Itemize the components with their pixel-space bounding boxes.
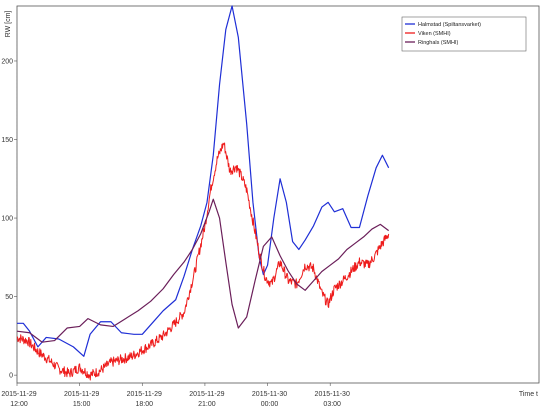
- x-tick-time: 21:00: [198, 401, 216, 408]
- y-tick-label: 0: [9, 373, 13, 380]
- legend-box: [401, 16, 527, 52]
- x-tick-date: 2015-11-29: [189, 391, 224, 398]
- x-axis-label: Time t: [519, 391, 538, 398]
- series-line: [16, 142, 390, 381]
- axes: 0 50 100 150 200 2015-11-29 12:00 2015-11-29 15:…: [1, 5, 540, 408]
- y-tick-label: 100: [1, 216, 13, 223]
- legend-label: Halmstad (Spiltansvarket): [418, 22, 481, 28]
- legend-label: Ringhals (SMHI): [418, 40, 459, 46]
- x-tick-time: 03:00: [323, 401, 341, 408]
- series-line: [16, 198, 390, 343]
- x-tick-time: 12:00: [10, 401, 28, 408]
- x-tick-date: 2015-11-29: [64, 391, 99, 398]
- y-axis-label: RW [cm]: [5, 11, 12, 38]
- series-lines: [16, 5, 390, 381]
- y-tick-label: 150: [1, 137, 13, 144]
- legend: Halmstad (Spiltansvarket) Viken (SMHI) Rin…: [401, 16, 527, 52]
- x-tick-date: 2015-11-29: [1, 391, 36, 398]
- x-tick-date: 2015-11-29: [127, 391, 162, 398]
- legend-label: Viken (SMHI): [418, 31, 451, 37]
- y-tick-label: 200: [1, 58, 13, 65]
- y-tick-label: 50: [5, 294, 13, 301]
- x-tick-time: 18:00: [136, 401, 154, 408]
- x-tick-time: 00:00: [261, 401, 279, 408]
- x-tick-date: 2015-11-30: [252, 391, 287, 398]
- x-tick-time: 15:00: [73, 401, 91, 408]
- x-tick-date: 2015-11-30: [315, 391, 350, 398]
- series-line: [17, 5, 390, 357]
